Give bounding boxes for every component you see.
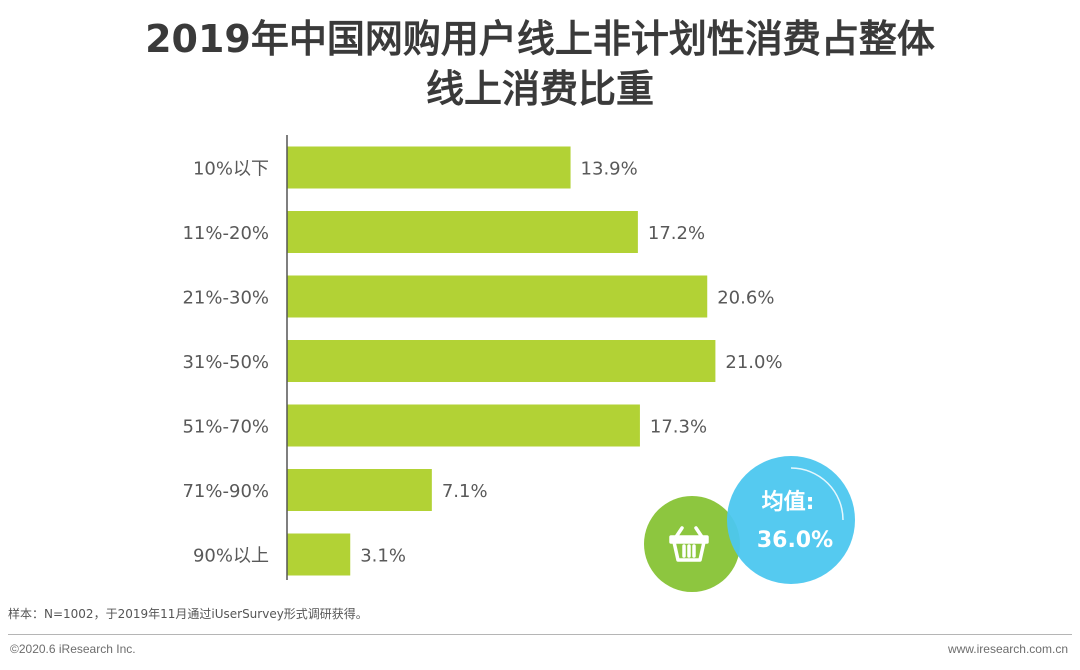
sample-footnote: 样本：N=1002，于2019年11月通过iUserSurvey形式调研获得。 xyxy=(8,607,368,621)
chart-title-line-1: 2019年中国网购用户线上非计划性消费占整体 xyxy=(145,17,935,61)
bar xyxy=(287,340,716,382)
bar xyxy=(287,533,351,576)
data-label: 7.1% xyxy=(442,481,488,502)
bar xyxy=(287,275,708,318)
data-label: 17.2% xyxy=(648,223,705,244)
data-label: 20.6% xyxy=(717,288,774,309)
footer-divider xyxy=(8,634,1072,635)
data-label: 17.3% xyxy=(650,417,707,438)
bar xyxy=(287,469,432,511)
bar xyxy=(287,211,638,253)
category-label: 10%以下 xyxy=(193,159,269,180)
data-label: 3.1% xyxy=(360,546,406,567)
bar-chart: 10%以下 13.9% 11%-20% 17.2% 21%-30% 20.6% 31%-50… xyxy=(182,135,855,592)
category-label: 31%-50% xyxy=(182,352,269,373)
category-label: 71%-90% xyxy=(182,481,269,502)
data-label: 21.0% xyxy=(725,352,782,373)
badge-green-circle xyxy=(644,496,740,592)
basket-icon xyxy=(669,526,709,562)
website-link[interactable]: www.iresearch.com.cn xyxy=(947,642,1068,656)
average-value: 36.0% xyxy=(757,528,833,553)
data-label: 13.9% xyxy=(581,159,638,180)
copyright-text: ©2020.6 iResearch Inc. xyxy=(10,642,136,656)
average-label: 均值: xyxy=(762,489,815,515)
badge-blue-circle xyxy=(727,456,855,584)
bars-layer: 10%以下 13.9% 11%-20% 17.2% 21%-30% 20.6% 31%-50… xyxy=(182,146,783,576)
category-label: 11%-20% xyxy=(182,223,269,244)
category-label: 21%-30% xyxy=(182,288,269,309)
badge-ring-arc xyxy=(790,467,844,521)
category-label: 51%-70% xyxy=(182,417,269,438)
chart-title-line-2: 线上消费比重 xyxy=(425,67,654,111)
average-badge: 均值: 36.0% xyxy=(644,456,855,592)
bar xyxy=(287,404,640,447)
bar xyxy=(287,146,571,189)
category-label: 90%以上 xyxy=(193,546,269,567)
chart-title: 2019年中国网购用户线上非计划性消费占整体 线上消费比重 xyxy=(0,14,1080,114)
